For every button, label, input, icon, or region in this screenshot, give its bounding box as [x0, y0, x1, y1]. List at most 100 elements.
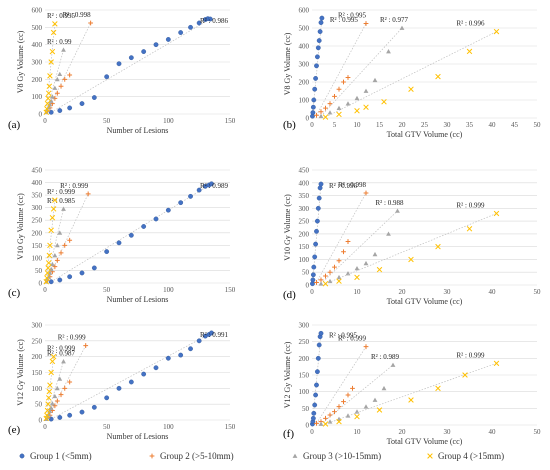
- panel-b-trendline-2: [320, 27, 403, 117]
- panel-e-y-tick-4: 200: [32, 353, 43, 361]
- panel-d-series-3-point-1: [336, 278, 342, 284]
- panel-c-series-1-point-8: [85, 191, 91, 197]
- legend-marker-0: [19, 453, 25, 459]
- panel-a-series-3-point-6: [47, 73, 53, 79]
- panel-f-series-3-point-0: [322, 421, 329, 427]
- panel-b-series-0-point-9: [316, 38, 322, 43]
- panel-d-x-tick-0: 0: [310, 288, 314, 296]
- panel-c-series-3-point-2: [44, 270, 51, 276]
- panel-a-series-0-point-16: [207, 16, 213, 22]
- panel-d-label: (d): [283, 289, 296, 301]
- panel-c-series-2-point-8: [57, 230, 63, 235]
- legend-label-3: Group 4 (>15mm): [438, 451, 504, 461]
- panel-f-y-tick-3: 150: [299, 372, 310, 380]
- panel-c-y-tick-4: 200: [32, 229, 43, 237]
- panel-c-trendline-0: [50, 183, 212, 283]
- panel-e-series-1-point-4: [54, 398, 60, 404]
- panel-a-series-0-point-12: [188, 24, 193, 30]
- panel-e-series-0-point-0: [48, 416, 54, 422]
- panel-a-series-1-point-6: [62, 76, 68, 82]
- panel-f-series-0-point-11: [318, 330, 324, 336]
- panel-b-x-tick-4: 20: [399, 121, 407, 129]
- panel-e-series-0-point-6: [116, 385, 122, 391]
- panel-e-series-0-point-10: [165, 355, 171, 361]
- panel-c-series-0-point-0: [48, 279, 54, 285]
- panel-e-series-3-point-3: [45, 401, 51, 407]
- panel-b-series-1-point-1: [318, 109, 324, 115]
- panel-b-series-2-point-1: [327, 110, 333, 115]
- panel-e-x-tick-1: 50: [103, 423, 111, 431]
- panel-d-series-0-point-11: [318, 181, 324, 187]
- panel-c-series-3-point-1: [44, 275, 50, 281]
- panel-c-y-tick-7: 350: [32, 192, 43, 200]
- panel-d-x-tick-4: 40: [489, 288, 497, 296]
- panel-e-r2-label-1: R² : 0.999: [58, 334, 86, 342]
- panel-a-x-tick-1: 50: [103, 117, 111, 125]
- panel-e-y-tick-3: 150: [32, 369, 43, 377]
- panel-f-series-3-point-2: [354, 413, 360, 420]
- panel-b-series-3-point-5: [408, 86, 414, 92]
- panel-a-series-0-point-9: [153, 42, 159, 48]
- panel-b-series-1-point-3: [327, 101, 333, 106]
- panel-b-r2-label-3: R² : 0.996: [457, 20, 485, 28]
- panel-c-x-tick-0: 0: [43, 286, 47, 294]
- panel-e-series-0-point-16: [209, 330, 214, 336]
- panel-a-label: (a): [8, 119, 21, 131]
- panel-d-series-0-point-8: [315, 205, 321, 211]
- panel-c-series-3-point-6: [47, 242, 53, 249]
- panel-a-r2-label-1: R² : 0.998: [63, 11, 91, 19]
- panel-f-r2-label-2: R² : 0.989: [371, 353, 399, 361]
- panel-e-series-2-point-6: [52, 393, 58, 399]
- panel-e-series-0-point-8: [141, 371, 147, 377]
- panel-f-x-tick-1: 10: [354, 428, 362, 436]
- panel-f-series-1-point-0: [314, 420, 319, 426]
- panel-e-series-3-point-6: [47, 382, 53, 388]
- panel-b-series-3-point-6: [435, 73, 441, 80]
- panel-a-series-3-point-1: [44, 106, 50, 112]
- panel-d-x-tick-1: 10: [354, 288, 362, 296]
- panel-d-series-3-point-6: [466, 226, 473, 232]
- panel-c-series-2-point-9: [61, 206, 66, 211]
- panel-e-series-0-point-4: [91, 404, 97, 410]
- panel-c-series-0-point-10: [165, 207, 171, 213]
- panel-e-series-3-point-5: [46, 388, 53, 395]
- panel-a-r2-label-3: R² : 0.995: [47, 12, 75, 20]
- panel-d-r2-label-2: R² : 0.988: [376, 199, 404, 207]
- panel-f-x-tick-3: 30: [444, 428, 452, 436]
- panel-c-series-3-point-9: [50, 206, 57, 212]
- panel-c-r2-label-3: R² : 0.999: [47, 188, 75, 196]
- panel-b-x-tick-3: 15: [376, 121, 384, 129]
- panel-e-x-axis-title: Number of Lesions: [107, 432, 169, 441]
- panel-c-series-1-point-6: [62, 242, 68, 248]
- panel-d-x-tick-2: 20: [399, 288, 407, 296]
- legend-label-1: Group 2 (>5-10mm): [160, 451, 234, 461]
- panel-b-label: (b): [283, 119, 296, 131]
- panel-b-trendline-3: [325, 31, 497, 118]
- panel-a-series-0-point-6: [116, 61, 122, 67]
- legend-label-2: Group 3 (>10-15mm): [303, 451, 381, 461]
- panel-c-y-axis-title: V10 Gy Volume (cc): [16, 193, 25, 260]
- panel-f-series-3-point-3: [376, 407, 383, 413]
- panel-d-series-2-point-6: [372, 251, 378, 257]
- panel-f-r2-label-1: R² : 0.999: [338, 335, 366, 343]
- panel-e-series-0-point-3: [79, 409, 85, 415]
- panel-a-y-tick-2: 200: [32, 76, 43, 84]
- panel-d-series-1-point-8: [363, 190, 369, 196]
- panel-a-series-0-point-2: [67, 105, 73, 111]
- panel-b-series-2-point-3: [345, 101, 351, 106]
- panel-b-series-0-point-6: [314, 63, 319, 69]
- panel-e-series-0-point-1: [57, 415, 63, 420]
- panel-d-series-3-point-2: [354, 274, 360, 281]
- panel-c-x-tick-2: 100: [163, 286, 174, 294]
- panel-f-y-axis-title: V12 Gy Volume (cc): [283, 341, 292, 408]
- panel-a-series-3-point-9: [50, 29, 57, 36]
- panel-d-series-0-point-9: [316, 195, 322, 201]
- panel-e-trendline-3: [45, 356, 54, 419]
- panel-c-series-3-point-7: [48, 227, 54, 234]
- panel-e-label: (e): [8, 424, 21, 436]
- panel-b-series-1-point-0: [314, 112, 319, 118]
- panel-f-x-tick-2: 20: [399, 428, 407, 436]
- panel-a-series-2-point-5: [50, 94, 55, 99]
- panel-a-x-tick-3: 150: [225, 117, 236, 125]
- panel-f-series-3-point-1: [336, 418, 342, 425]
